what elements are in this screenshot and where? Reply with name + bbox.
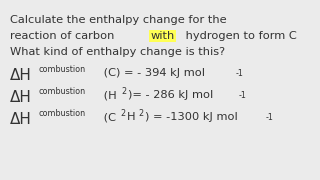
Text: combustion: combustion (38, 87, 85, 96)
Text: reaction of carbon: reaction of carbon (10, 31, 118, 41)
Text: What kind of enthalpy change is this?: What kind of enthalpy change is this? (10, 47, 225, 57)
Text: ΔH: ΔH (10, 112, 32, 127)
Text: ) = -1300 kJ mol: ) = -1300 kJ mol (145, 112, 238, 122)
Text: 2: 2 (121, 87, 126, 96)
Text: -1: -1 (236, 69, 244, 78)
Text: 2: 2 (138, 109, 143, 118)
Text: (C: (C (100, 112, 116, 122)
Text: ΔH: ΔH (10, 90, 32, 105)
Text: (C) = - 394 kJ mol: (C) = - 394 kJ mol (100, 68, 204, 78)
Text: 2: 2 (120, 109, 125, 118)
Text: (H: (H (100, 90, 116, 100)
Text: Calculate the enthalpy change for the: Calculate the enthalpy change for the (10, 15, 227, 25)
Text: )= - 286 kJ mol: )= - 286 kJ mol (128, 90, 213, 100)
Text: combustion: combustion (38, 109, 85, 118)
Text: -1: -1 (265, 113, 273, 122)
Text: hydrogen to form C: hydrogen to form C (182, 31, 297, 41)
Text: with: with (150, 31, 174, 41)
Text: -1: -1 (239, 91, 247, 100)
Text: ΔH: ΔH (10, 68, 32, 83)
Text: H: H (127, 112, 136, 122)
Text: combustion: combustion (38, 65, 85, 74)
